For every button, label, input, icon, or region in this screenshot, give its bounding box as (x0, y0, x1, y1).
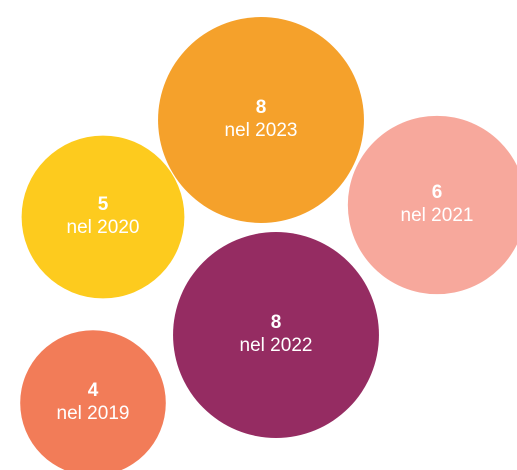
bubble-value: 4 (88, 380, 99, 401)
bubble (347, 115, 517, 295)
bubble-value: 5 (98, 194, 109, 215)
bubble (158, 17, 364, 223)
bubble-label: nel 2021 (401, 205, 474, 226)
bubble (173, 232, 379, 438)
bubble-value: 8 (271, 312, 282, 333)
bubble (21, 135, 185, 299)
bubble-label: nel 2020 (67, 217, 140, 238)
bubble-value: 6 (432, 182, 443, 203)
bubble-value: 8 (256, 97, 267, 118)
bubble-label: nel 2023 (225, 120, 298, 141)
bubble-label: nel 2019 (57, 403, 130, 424)
bubble-label: nel 2022 (240, 335, 313, 356)
bubble (20, 330, 166, 470)
